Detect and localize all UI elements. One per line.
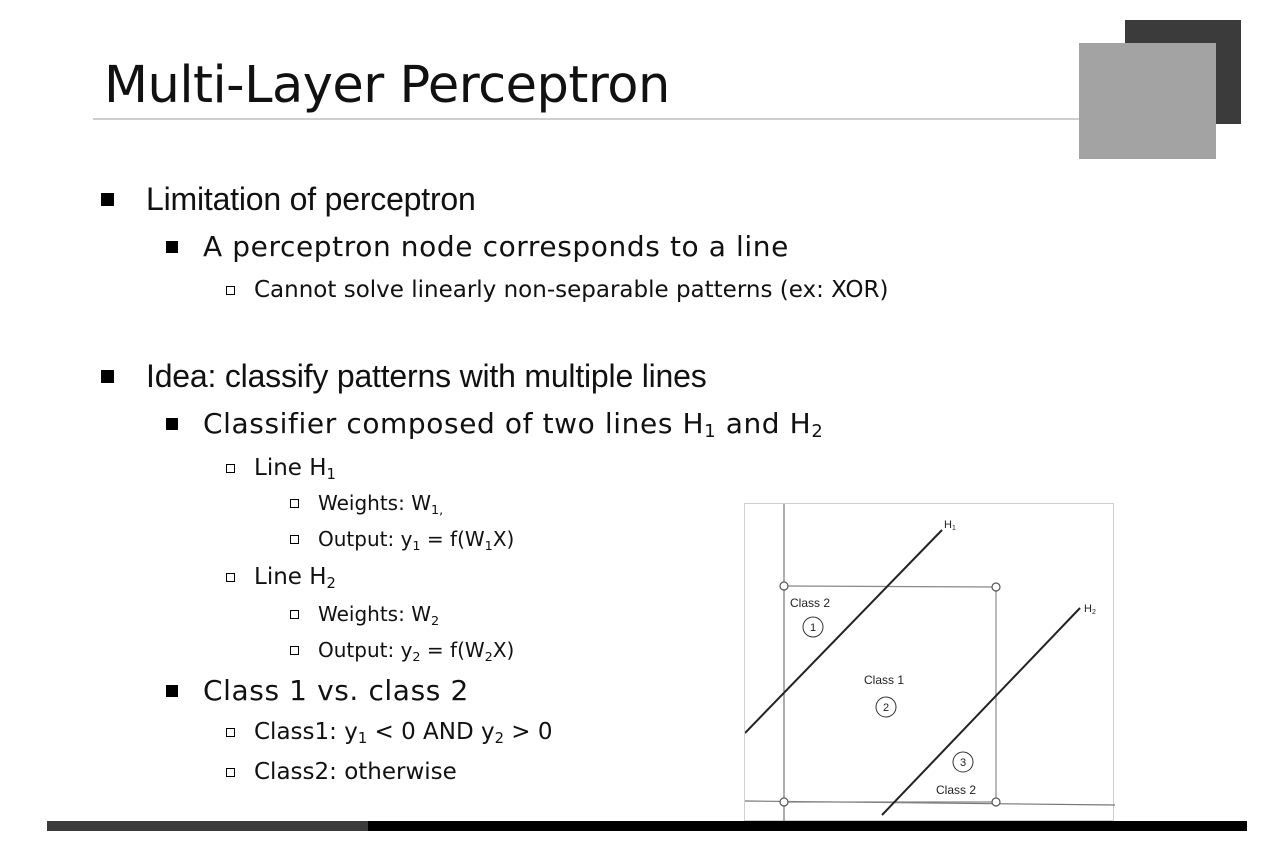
corner-point — [991, 582, 1001, 592]
bullet-square-icon — [101, 370, 114, 383]
bullet-hollow-square-icon — [226, 572, 235, 582]
label-h2: H2 — [1084, 603, 1096, 616]
bullet-text: Output: y1 = f(W1X) — [318, 527, 515, 554]
slide-title: Multi-Layer Perceptron — [104, 56, 670, 115]
bullet-square-icon — [166, 240, 178, 253]
region-3-label: Class 2 — [936, 783, 976, 797]
corner-point — [991, 797, 1001, 807]
bullet-text: Class1: y1 < 0 AND y2 > 0 — [254, 719, 553, 747]
classifier-figure: H1 H2 Class 2 1 Class 1 2 3 Class 2 — [744, 503, 1116, 822]
bullet-square-icon — [166, 417, 178, 430]
bullet-class1-rule: Class1: y1 < 0 AND y2 > 0 — [226, 719, 553, 747]
bullet-text: Cannot solve linearly non-separable patt… — [254, 277, 889, 303]
bullet-text: Limitation of perceptron — [146, 181, 476, 217]
corner-decoration-light — [1079, 43, 1216, 159]
bullet-hollow-square-icon — [226, 767, 235, 777]
classifier-diagram: H1 H2 Class 2 1 Class 1 2 3 Class 2 — [744, 504, 1116, 822]
bullet-text: A perceptron node corresponds to a line — [203, 230, 789, 263]
bullet-hollow-square-icon — [226, 727, 235, 737]
bullet-text: Class 1 vs. class 2 — [203, 674, 469, 707]
line-h1 — [744, 529, 943, 734]
title-divider — [93, 118, 1093, 120]
region-3-number: 3 — [960, 757, 966, 769]
bullet-class2-rule: Class2: otherwise — [226, 759, 457, 785]
bullet-text: Idea: classify patterns with multiple li… — [146, 358, 707, 394]
bullet-hollow-square-icon — [226, 463, 235, 473]
footer-bar-segment — [47, 821, 368, 831]
bullet-text: Output: y2 = f(W2X) — [318, 638, 515, 665]
bullet-output-y1: Output: y1 = f(W1X) — [290, 527, 515, 554]
bullet-text: Class2: otherwise — [254, 759, 457, 785]
bullet-hollow-square-icon — [290, 534, 299, 544]
corner-point — [779, 797, 789, 807]
bullet-line-h1: Line H1 — [226, 455, 336, 483]
bullet-limitation: Limitation of perceptron — [101, 181, 476, 218]
bullet-text: Weights: W1, — [318, 491, 444, 518]
label-h1: H1 — [944, 519, 956, 532]
bullet-weights-w1: Weights: W1, — [290, 491, 444, 518]
square-boundary — [783, 585, 997, 803]
region-1-label: Class 2 — [790, 596, 830, 610]
bullet-hollow-square-icon — [290, 498, 299, 508]
bullet-hollow-square-icon — [290, 645, 299, 655]
region-1-marker — [802, 616, 824, 638]
footer-bar — [47, 821, 1247, 831]
region-3-marker — [952, 751, 974, 773]
bullet-text: Weights: W2 — [318, 602, 440, 629]
region-2-marker — [875, 696, 897, 718]
region-2-label: Class 1 — [864, 673, 904, 687]
bullet-idea: Idea: classify patterns with multiple li… — [101, 358, 707, 395]
bullet-square-icon — [101, 193, 114, 206]
bullet-weights-w2: Weights: W2 — [290, 602, 440, 629]
bullet-perceptron-node: A perceptron node corresponds to a line — [166, 230, 789, 263]
bullet-line-h2: Line H2 — [226, 564, 336, 592]
line-h2 — [881, 607, 1081, 816]
bullet-text: Line H1 — [254, 455, 336, 483]
bullet-classifier: Classifier composed of two lines H1 and … — [166, 407, 823, 440]
bullet-hollow-square-icon — [290, 609, 299, 619]
region-1-number: 1 — [810, 622, 816, 634]
bullet-class-vs: Class 1 vs. class 2 — [166, 674, 469, 707]
bullet-hollow-square-icon — [226, 285, 235, 295]
bullet-cannot-solve: Cannot solve linearly non-separable patt… — [226, 277, 889, 303]
bullet-output-y2: Output: y2 = f(W2X) — [290, 638, 515, 665]
corner-point — [779, 581, 789, 591]
bullet-text: Classifier composed of two lines H1 and … — [203, 407, 824, 442]
region-2-number: 2 — [883, 702, 889, 714]
bullet-text: Line H2 — [254, 564, 336, 592]
bullet-square-icon — [166, 684, 178, 697]
